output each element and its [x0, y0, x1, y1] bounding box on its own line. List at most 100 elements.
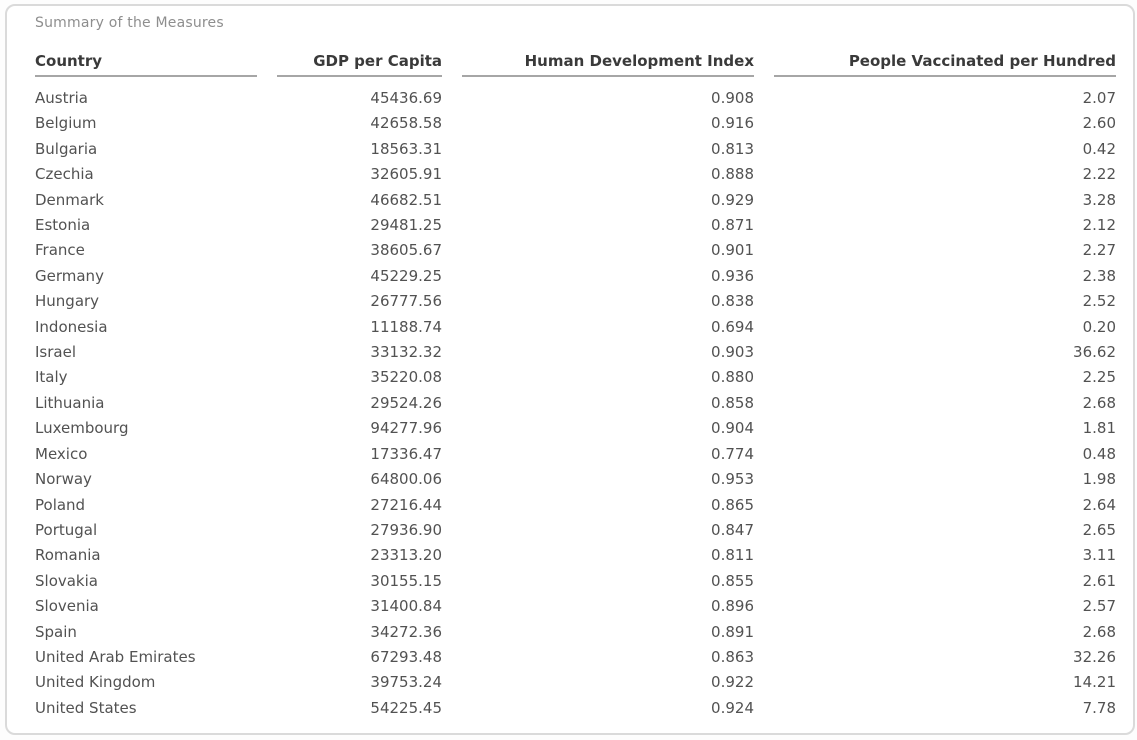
human-development-index-cell: 0.924 — [711, 698, 754, 717]
people-vaccinated-per-hundred-cell: 1.98 — [1082, 470, 1116, 489]
human-development-index-cell: 0.863 — [711, 647, 754, 666]
people-vaccinated-per-hundred-cell: 2.64 — [1082, 495, 1116, 514]
human-development-index-cell: 0.847 — [711, 520, 754, 539]
gdp-per-capita-cell: 31400.84 — [370, 597, 442, 616]
country-cell: Poland — [35, 495, 86, 514]
human-development-index-cell: 0.858 — [711, 393, 754, 412]
gdp-per-capita-cell: 45436.69 — [370, 89, 442, 107]
country-cell: Slovakia — [35, 571, 98, 590]
people-vaccinated-per-hundred-cell: 7.78 — [1082, 698, 1116, 717]
country-cell: Slovenia — [35, 597, 99, 616]
country-cell: Luxembourg — [35, 419, 129, 438]
column-header-country: Country — [35, 52, 257, 77]
country-cell: Norway — [35, 470, 92, 489]
people-vaccinated-per-hundred-cell: 3.28 — [1082, 190, 1116, 209]
country-cell: Italy — [35, 368, 68, 387]
human-development-index-cell: 0.953 — [711, 470, 754, 489]
human-development-index-cell: 0.888 — [711, 165, 754, 184]
human-development-index-cell: 0.880 — [711, 368, 754, 387]
country-cell: United Arab Emirates — [35, 647, 196, 666]
human-development-index-cell: 0.855 — [711, 571, 754, 590]
country-cell: Israel — [35, 343, 76, 362]
country-cell: Belgium — [35, 114, 97, 133]
people-vaccinated-per-hundred-cell: 2.68 — [1082, 393, 1116, 412]
people-vaccinated-per-hundred-cell: 2.22 — [1082, 165, 1116, 184]
country-cell: United States — [35, 698, 137, 717]
column-header-human-development-index: Human Development Index — [462, 52, 754, 77]
country-cell: Bulgaria — [35, 139, 98, 158]
country-cell: Austria — [35, 89, 88, 107]
people-vaccinated-per-hundred-cell: 2.60 — [1082, 114, 1116, 133]
people-vaccinated-per-hundred-cell: 2.12 — [1082, 216, 1116, 235]
column-header-people-vaccinated-per-hundred: People Vaccinated per Hundred — [774, 52, 1116, 77]
human-development-index-cell: 0.811 — [711, 546, 754, 565]
gdp-per-capita-cell: 42658.58 — [370, 114, 442, 133]
human-development-index-cell: 0.774 — [711, 444, 754, 463]
people-vaccinated-per-hundred-cell: 36.62 — [1073, 343, 1116, 362]
human-development-index-cell: 0.903 — [711, 343, 754, 362]
gdp-per-capita-cell: 64800.06 — [370, 470, 442, 489]
country-cell: Germany — [35, 266, 104, 285]
summary-card: Summary of the Measures Country GDP per C… — [5, 4, 1135, 735]
human-development-index-cell: 0.813 — [711, 139, 754, 158]
human-development-index-cell: 0.916 — [711, 114, 754, 133]
gdp-per-capita-cell: 67293.48 — [370, 647, 442, 666]
human-development-index-cell: 0.891 — [711, 622, 754, 641]
human-development-index-cell: 0.929 — [711, 190, 754, 209]
gdp-per-capita-cell: 26777.56 — [370, 292, 442, 311]
people-vaccinated-per-hundred-cell: 2.52 — [1082, 292, 1116, 311]
gdp-per-capita-cell: 17336.47 — [370, 444, 442, 463]
gdp-per-capita-cell: 23313.20 — [370, 546, 442, 565]
people-vaccinated-per-hundred-cell: 2.07 — [1082, 89, 1116, 107]
country-cell: Czechia — [35, 165, 94, 184]
country-cell: France — [35, 241, 85, 260]
human-development-index-cell: 0.838 — [711, 292, 754, 311]
human-development-index-cell: 0.871 — [711, 216, 754, 235]
gdp-per-capita-cell: 27216.44 — [370, 495, 442, 514]
gdp-per-capita-cell: 39753.24 — [370, 673, 442, 692]
human-development-index-cell: 0.908 — [711, 89, 754, 107]
country-cell: Lithuania — [35, 393, 105, 412]
gdp-per-capita-cell: 35220.08 — [370, 368, 442, 387]
country-cell: Mexico — [35, 444, 88, 463]
people-vaccinated-per-hundred-cell: 32.26 — [1073, 647, 1116, 666]
people-vaccinated-per-hundred-cell: 2.38 — [1082, 266, 1116, 285]
human-development-index-cell: 0.901 — [711, 241, 754, 260]
country-cell: Hungary — [35, 292, 100, 311]
country-cell: Estonia — [35, 216, 91, 235]
gdp-per-capita-cell: 45229.25 — [370, 266, 442, 285]
gdp-per-capita-cell: 46682.51 — [370, 190, 442, 209]
human-development-index-cell: 0.865 — [711, 495, 754, 514]
people-vaccinated-per-hundred-cell: 2.65 — [1082, 520, 1116, 539]
gdp-per-capita-cell: 27936.90 — [370, 520, 442, 539]
people-vaccinated-per-hundred-cell: 3.11 — [1082, 546, 1116, 565]
gdp-per-capita-cell: 29524.26 — [370, 393, 442, 412]
column-header-gdp-per-capita: GDP per Capita — [277, 52, 442, 77]
people-vaccinated-per-hundred-cell: 14.21 — [1073, 673, 1116, 692]
gdp-per-capita-cell: 94277.96 — [370, 419, 442, 438]
people-vaccinated-per-hundred-cell: 2.61 — [1082, 571, 1116, 590]
country-cell: United Kingdom — [35, 673, 156, 692]
gdp-per-capita-cell: 18563.31 — [370, 139, 442, 158]
gdp-per-capita-cell: 33132.32 — [370, 343, 442, 362]
page-title: Summary of the Measures — [35, 15, 224, 31]
human-development-index-cell: 0.694 — [711, 317, 754, 336]
country-cell: Indonesia — [35, 317, 108, 336]
country-cell: Romania — [35, 546, 101, 565]
country-cell: Spain — [35, 622, 77, 641]
people-vaccinated-per-hundred-cell: 2.27 — [1082, 241, 1116, 260]
people-vaccinated-per-hundred-cell: 0.42 — [1082, 139, 1116, 158]
gdp-per-capita-cell: 29481.25 — [370, 216, 442, 235]
gdp-per-capita-cell: 11188.74 — [370, 317, 442, 336]
gdp-per-capita-cell: 32605.91 — [370, 165, 442, 184]
people-vaccinated-per-hundred-cell: 2.57 — [1082, 597, 1116, 616]
gdp-per-capita-cell: 38605.67 — [370, 241, 442, 260]
gdp-per-capita-cell: 30155.15 — [370, 571, 442, 590]
people-vaccinated-per-hundred-cell: 1.81 — [1082, 419, 1116, 438]
human-development-index-cell: 0.904 — [711, 419, 754, 438]
people-vaccinated-per-hundred-cell: 2.68 — [1082, 622, 1116, 641]
summary-table: Country GDP per Capita Human Development I… — [35, 52, 1116, 721]
human-development-index-cell: 0.896 — [711, 597, 754, 616]
people-vaccinated-per-hundred-cell: 0.20 — [1082, 317, 1116, 336]
country-cell: Denmark — [35, 190, 104, 209]
